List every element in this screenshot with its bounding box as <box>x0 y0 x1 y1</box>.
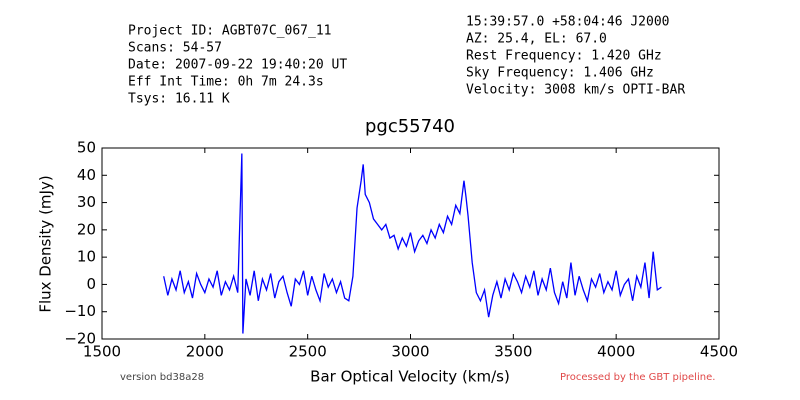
y-tick-label: 40 <box>77 166 96 184</box>
y-tick-label: −10 <box>64 302 96 320</box>
footer-version: version bd38a28 <box>120 372 204 383</box>
header-line: Date: 2007-09-22 19:40:20 UT <box>128 58 347 73</box>
y-axis-label: Flux Density (mJy) <box>37 175 55 312</box>
x-tick-label: 3000 <box>391 343 429 361</box>
header-line: Sky Frequency: 1.406 GHz <box>466 66 654 81</box>
y-tick-label: 10 <box>77 248 96 266</box>
header-line: Eff Int Time: 0h 7m 24.3s <box>128 75 324 90</box>
header-line: Project ID: AGBT07C_067_11 <box>128 24 332 39</box>
y-tick-label: 30 <box>77 193 96 211</box>
x-tick-label: 1500 <box>83 343 121 361</box>
header-line: Tsys: 16.11 K <box>128 92 230 107</box>
header-line: AZ: 25.4, EL: 67.0 <box>466 32 607 47</box>
x-tick-label: 4500 <box>700 343 738 361</box>
x-tick-label: 2000 <box>186 343 224 361</box>
x-axis-label: Bar Optical Velocity (km/s) <box>310 368 510 386</box>
footer-pipeline: Processed by the GBT pipeline. <box>560 372 715 383</box>
y-tick-label: 50 <box>77 139 96 157</box>
x-tick-label: 2500 <box>289 343 327 361</box>
y-tick-label: 0 <box>86 275 96 293</box>
chart-title: pgc55740 <box>365 116 455 137</box>
header-line: Velocity: 3008 km/s OPTI-BAR <box>466 83 685 98</box>
header-line: Rest Frequency: 1.420 GHz <box>466 49 662 64</box>
y-tick-label: −20 <box>64 330 96 348</box>
header-line: 15:39:57.0 +58:04:46 J2000 <box>466 15 670 30</box>
x-tick-label: 3500 <box>494 343 532 361</box>
x-tick-label: 4000 <box>597 343 635 361</box>
spectrum-line <box>163 153 662 334</box>
header-line: Scans: 54-57 <box>128 41 222 56</box>
y-tick-label: 20 <box>77 220 96 238</box>
